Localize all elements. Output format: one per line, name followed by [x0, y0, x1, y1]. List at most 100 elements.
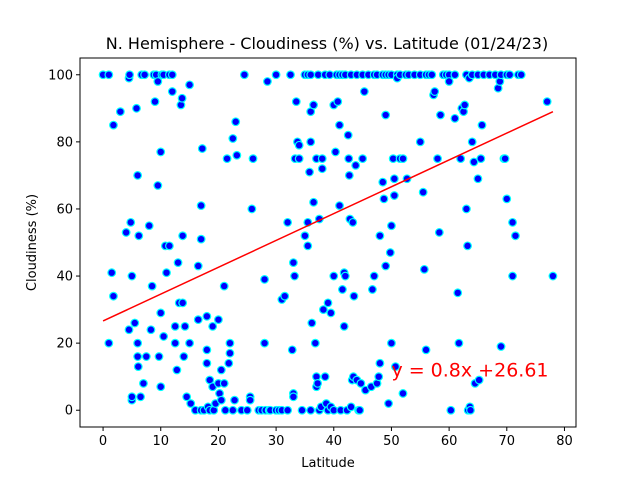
data-point: [428, 71, 436, 79]
data-point: [233, 151, 241, 159]
data-point: [314, 380, 322, 388]
data-point: [399, 390, 407, 398]
data-point: [143, 353, 151, 361]
data-point: [243, 406, 251, 414]
data-point: [168, 71, 176, 79]
data-point: [385, 400, 393, 408]
chart-title: N. Hemisphere - Cloudiness (%) vs. Latit…: [106, 34, 548, 53]
data-point: [512, 232, 520, 240]
data-point: [147, 326, 155, 334]
data-point: [160, 333, 168, 341]
data-point: [157, 309, 165, 317]
data-point: [272, 71, 280, 79]
data-point: [134, 339, 142, 347]
data-point: [399, 155, 407, 163]
data-point: [134, 172, 142, 180]
data-point: [451, 71, 459, 79]
data-point: [370, 272, 378, 280]
data-point: [332, 148, 340, 156]
data-point: [194, 262, 202, 270]
data-point: [145, 222, 153, 230]
data-point: [509, 272, 517, 280]
data-point: [497, 343, 505, 351]
data-point: [549, 272, 557, 280]
data-point: [431, 88, 439, 96]
data-point: [140, 380, 148, 388]
data-point: [467, 406, 475, 414]
data-point: [312, 339, 320, 347]
y-tick-label: 100: [48, 68, 73, 83]
regression-line: [103, 112, 553, 321]
y-tick-label: 0: [65, 404, 73, 419]
data-point: [249, 155, 257, 163]
x-tick-label: 50: [383, 434, 400, 449]
x-tick-label: 70: [499, 434, 516, 449]
data-point: [203, 346, 211, 354]
y-tick-label: 40: [56, 270, 73, 285]
data-point: [379, 178, 387, 186]
data-point: [157, 148, 165, 156]
data-point: [352, 162, 360, 170]
y-tick-label: 20: [56, 337, 73, 352]
x-tick-label: 10: [152, 434, 169, 449]
data-point: [447, 406, 455, 414]
data-point: [464, 242, 472, 250]
data-point: [154, 182, 162, 190]
data-point: [126, 71, 134, 79]
data-point: [327, 309, 335, 317]
data-point: [501, 155, 509, 163]
data-point: [261, 276, 269, 284]
data-point: [295, 141, 303, 149]
data-point: [134, 363, 142, 371]
data-point: [125, 326, 133, 334]
data-point: [117, 108, 125, 116]
data-point: [321, 373, 329, 381]
data-point: [281, 292, 289, 300]
data-point: [179, 232, 187, 240]
data-point: [157, 383, 165, 391]
data-point: [110, 292, 118, 300]
x-tick-label: 30: [268, 434, 285, 449]
data-point: [215, 316, 223, 324]
data-point: [445, 78, 453, 86]
data-point: [437, 111, 445, 119]
data-point: [388, 339, 396, 347]
data-point: [290, 259, 298, 267]
data-point: [226, 339, 234, 347]
data-point: [359, 155, 367, 163]
data-point: [346, 172, 354, 180]
data-point: [137, 393, 145, 401]
data-point: [310, 198, 318, 206]
data-point: [288, 346, 296, 354]
data-point: [166, 242, 174, 250]
data-point: [264, 78, 272, 86]
y-axis: 0 20 40 60 80 100: [48, 68, 80, 418]
regression-equation: y = 0.8x +26.61: [391, 360, 548, 382]
data-point: [477, 155, 485, 163]
data-point: [461, 101, 469, 109]
data-point: [436, 229, 444, 237]
data-point: [307, 406, 315, 414]
data-point: [340, 323, 348, 331]
data-point: [382, 262, 390, 270]
data-point: [232, 118, 240, 126]
data-point: [422, 346, 430, 354]
data-point: [509, 219, 517, 227]
data-point: [463, 205, 471, 213]
data-point: [382, 111, 390, 119]
data-point: [155, 353, 163, 361]
data-point: [218, 396, 226, 404]
data-point: [345, 155, 353, 163]
data-point: [307, 71, 315, 79]
data-point: [386, 249, 394, 257]
y-axis-label: Cloudiness (%): [25, 194, 40, 291]
data-point: [380, 195, 388, 203]
data-point: [304, 242, 312, 250]
data-point: [324, 299, 332, 307]
data-point: [246, 396, 254, 404]
data-point: [287, 71, 295, 79]
data-point: [187, 400, 195, 408]
data-point: [369, 286, 377, 294]
data-point: [261, 339, 269, 347]
data-point: [416, 138, 424, 146]
